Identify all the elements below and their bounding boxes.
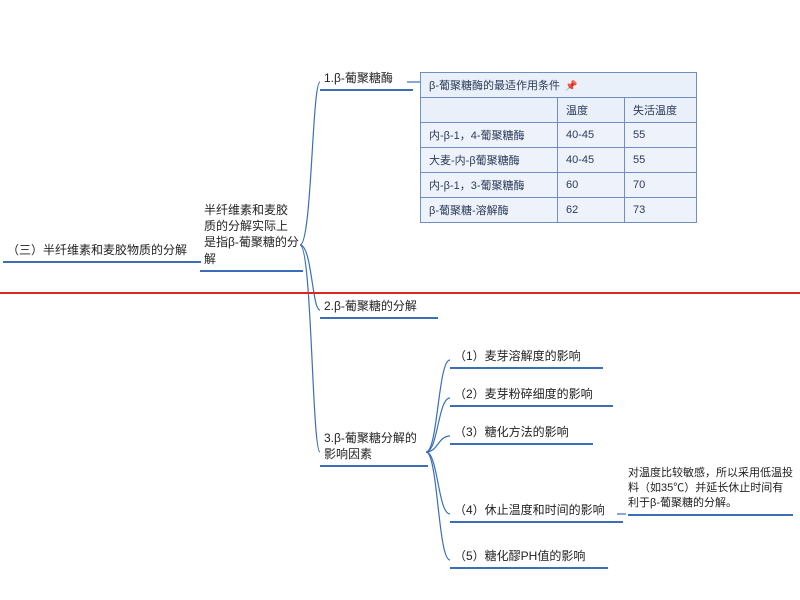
col-1: 温度 [558, 98, 625, 123]
col-2: 失活温度 [625, 98, 697, 123]
b3-child-3: （3）糖化方法的影响 [450, 422, 593, 445]
table-row: 大麦-内-β葡聚糖酶 40-45 55 [421, 148, 697, 173]
b3-child-1: （1）麦芽溶解度的影响 [450, 346, 603, 369]
table-row: β-葡聚糖-溶解酶 62 73 [421, 198, 697, 223]
table-title-text: β-葡聚糖酶的最适作用条件 [429, 80, 560, 92]
b3-child-4: （4）休止温度和时间的影响 [450, 500, 623, 523]
col-0 [421, 98, 558, 123]
branch-3-node: 3.β-葡聚糖分解的影响因素 [320, 428, 428, 467]
mindmap-canvas: （三）半纤维素和麦胶物质的分解 半纤维素和麦胶质的分解实际上是指β-葡聚糖的分解… [0, 0, 800, 600]
table-title: β-葡聚糖酶的最适作用条件 📌 [421, 73, 697, 98]
table-header-row: 温度 失活温度 [421, 98, 697, 123]
enzyme-conditions-table: β-葡聚糖酶的最适作用条件 📌 温度 失活温度 内-β-1，4-葡聚糖酶 40-… [420, 72, 697, 223]
root-node: （三）半纤维素和麦胶物质的分解 [3, 240, 201, 263]
b3-child-2: （2）麦芽粉碎细度的影响 [450, 384, 613, 407]
table-row: 内-β-1，4-葡聚糖酶 40-45 55 [421, 123, 697, 148]
b3-child-4-note: 对温度比较敏感，所以采用低温投料（如35℃）并延长休止时间有利于β-葡聚糖的分解… [628, 466, 793, 516]
table-row: 内-β-1，3-葡聚糖酶 60 70 [421, 173, 697, 198]
branch-1-node: 1.β-葡聚糖酶 [320, 68, 413, 91]
level1-node: 半纤维素和麦胶质的分解实际上是指β-葡聚糖的分解 [200, 200, 303, 272]
red-divider-line [0, 292, 800, 294]
b3-child-5: （5）糖化醪PH值的影响 [450, 546, 608, 569]
branch-2-node: 2.β-葡聚糖的分解 [320, 296, 438, 319]
pin-icon: 📌 [565, 81, 577, 92]
